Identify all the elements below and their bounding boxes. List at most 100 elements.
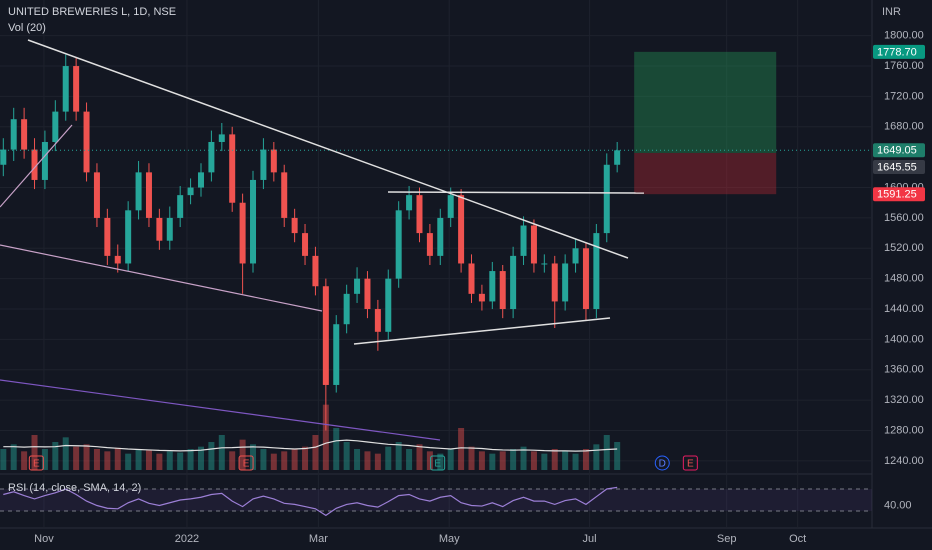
candle-body bbox=[62, 66, 69, 112]
volume-bar bbox=[343, 442, 350, 470]
volume-bar bbox=[177, 452, 184, 470]
candle-body bbox=[406, 195, 413, 211]
event-marker bbox=[682, 455, 698, 471]
candle-body bbox=[364, 278, 371, 310]
x-tick-label: Mar bbox=[309, 533, 328, 545]
trendline bbox=[0, 379, 441, 441]
last-price-tag-label: 1649.05 bbox=[877, 145, 917, 157]
candle-body bbox=[541, 263, 548, 265]
candle-body bbox=[426, 233, 433, 256]
x-tick-label: May bbox=[439, 533, 460, 545]
y-tick-label: 1520.00 bbox=[884, 242, 924, 254]
candle-body bbox=[530, 225, 537, 264]
candle-body bbox=[177, 195, 184, 218]
event-marker bbox=[238, 455, 254, 471]
volume-bar bbox=[229, 451, 236, 470]
candle-body bbox=[572, 248, 579, 264]
volume-bar bbox=[551, 449, 558, 470]
y-tick-label: 1560.00 bbox=[884, 212, 924, 224]
volume-bar bbox=[478, 451, 485, 470]
candle-body bbox=[52, 111, 59, 142]
candle-body bbox=[31, 149, 38, 180]
volume-bar bbox=[406, 449, 413, 470]
y-tick-label: 1480.00 bbox=[884, 273, 924, 285]
volume-bar bbox=[426, 451, 433, 470]
candle-body bbox=[125, 210, 132, 264]
volume-bar bbox=[374, 453, 381, 470]
volume-bar bbox=[333, 428, 340, 470]
volume-bar bbox=[520, 446, 527, 470]
trendline bbox=[0, 244, 323, 312]
volume-bar bbox=[114, 447, 121, 470]
volume-bar bbox=[510, 449, 517, 470]
volume-bar bbox=[322, 404, 329, 470]
candle-body bbox=[21, 119, 28, 150]
x-tick-label: Sep bbox=[717, 533, 737, 545]
candle-body bbox=[156, 217, 163, 241]
candle-body bbox=[10, 119, 17, 150]
candle-body bbox=[354, 278, 361, 294]
candle-body bbox=[582, 248, 589, 310]
candle-body bbox=[312, 255, 319, 287]
y-tick-label: 1320.00 bbox=[884, 394, 924, 406]
volume-bar bbox=[93, 449, 100, 470]
candle-body bbox=[416, 195, 423, 234]
last-price-tag bbox=[873, 143, 925, 158]
candle-body bbox=[187, 187, 194, 196]
candle-body bbox=[499, 271, 506, 310]
volume-bar bbox=[260, 449, 267, 470]
volume-bar bbox=[354, 449, 361, 470]
stop-tag-label: 1591.25 bbox=[877, 189, 917, 201]
y-tick-label: 1360.00 bbox=[884, 364, 924, 376]
candle-body bbox=[104, 217, 111, 256]
candle-body bbox=[447, 195, 454, 218]
target-tag-label: 1778.70 bbox=[877, 46, 917, 58]
event-label: E bbox=[33, 459, 40, 470]
candle-body bbox=[218, 134, 225, 142]
volume-bar bbox=[416, 444, 423, 470]
volume-bar bbox=[603, 435, 610, 470]
candle-body bbox=[114, 255, 121, 264]
rsi-band bbox=[0, 489, 872, 511]
volume-bar bbox=[364, 451, 371, 470]
candle-body bbox=[135, 172, 142, 211]
volume-bar bbox=[458, 428, 465, 470]
candle-body bbox=[520, 225, 527, 256]
target-tag bbox=[873, 44, 925, 59]
y-tick-label: 1240.00 bbox=[884, 455, 924, 467]
plot bbox=[0, 0, 872, 528]
volume-bar bbox=[312, 435, 319, 470]
volume-bar bbox=[135, 449, 142, 470]
volume-bar bbox=[218, 435, 225, 470]
volume-bar bbox=[41, 449, 48, 470]
x-tick-label: Nov bbox=[34, 533, 54, 545]
y-tick-label: 1760.00 bbox=[884, 60, 924, 72]
volume-bar bbox=[21, 451, 28, 470]
volume-bar bbox=[541, 453, 548, 470]
candle-body bbox=[458, 195, 465, 264]
volume-bar bbox=[62, 437, 69, 470]
candle-body bbox=[208, 141, 215, 173]
candle-body bbox=[489, 271, 496, 302]
volume-bar bbox=[530, 451, 537, 470]
volume-bar bbox=[187, 449, 194, 470]
candle-body bbox=[197, 172, 204, 188]
volume-bar bbox=[385, 446, 392, 470]
volume-bar bbox=[0, 449, 7, 470]
volume-bar bbox=[156, 453, 163, 470]
volume-ma bbox=[3, 439, 618, 452]
x-tick-label: Oct bbox=[789, 533, 806, 545]
event-marker bbox=[654, 455, 670, 471]
volume-bar bbox=[270, 453, 277, 470]
y-tick-label: 1400.00 bbox=[884, 333, 924, 345]
candle-body bbox=[145, 172, 152, 218]
entry-tag-label: 1645.55 bbox=[877, 161, 917, 173]
trendline bbox=[27, 39, 629, 259]
volume-bar bbox=[125, 453, 132, 470]
volume-bar bbox=[73, 446, 80, 470]
trendline bbox=[353, 317, 611, 345]
stop-tag bbox=[873, 187, 925, 202]
candle-body bbox=[239, 202, 246, 264]
volume-bar bbox=[52, 442, 59, 470]
